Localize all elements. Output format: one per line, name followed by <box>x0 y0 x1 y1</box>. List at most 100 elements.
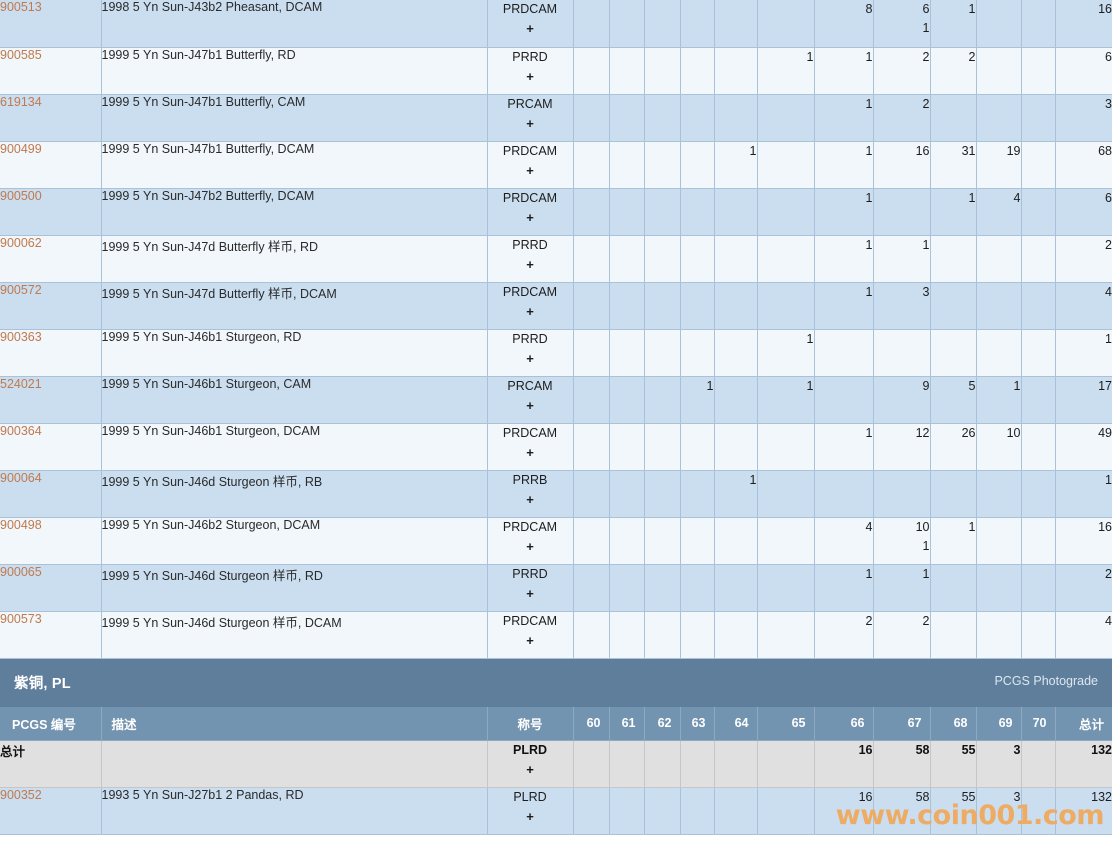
grade-66-cell: 1 <box>814 141 874 189</box>
grade-64-cell <box>714 94 758 142</box>
grade-61-cell <box>609 0 645 48</box>
column-header-pcgs-number[interactable]: PCGS 编号 <box>0 706 102 741</box>
grade-66-cell: 1 <box>814 423 874 471</box>
table-row[interactable]: 619134 1999 5 Yn Sun-J47b1 Butterfly, CA… <box>0 94 1112 142</box>
table-row[interactable]: 900364 1999 5 Yn Sun-J46b1 Sturgeon, DCA… <box>0 423 1112 471</box>
totals-grade-65 <box>757 740 815 788</box>
grade-70-cell <box>1021 611 1056 659</box>
grade-67-cell: 58 <box>873 787 931 835</box>
photograde-link[interactable]: PCGS Photograde <box>994 673 1098 688</box>
pcgs-number-link[interactable]: 900499 <box>0 141 102 189</box>
column-header-grade-60[interactable]: 60 <box>573 706 610 741</box>
grade-64-cell <box>714 235 758 283</box>
table-row[interactable]: 900499 1999 5 Yn Sun-J47b1 Butterfly, DC… <box>0 141 1112 189</box>
table-row[interactable]: 900572 1999 5 Yn Sun-J47d Butterfly 样币, … <box>0 282 1112 330</box>
grade-62-cell <box>644 423 681 471</box>
column-header-grade-65[interactable]: 65 <box>757 706 815 741</box>
pcgs-number-link[interactable]: 900064 <box>0 470 102 518</box>
column-header-grade-61[interactable]: 61 <box>609 706 645 741</box>
table-row[interactable]: 900498 1999 5 Yn Sun-J46b2 Sturgeon, DCA… <box>0 517 1112 565</box>
pcgs-number-link[interactable]: 900585 <box>0 47 102 95</box>
pcgs-number-link[interactable]: 524021 <box>0 376 102 424</box>
table-row[interactable]: 524021 1999 5 Yn Sun-J46b1 Sturgeon, CAM… <box>0 376 1112 424</box>
table-row[interactable]: 900500 1999 5 Yn Sun-J47b2 Butterfly, DC… <box>0 188 1112 236</box>
table-row[interactable]: 900363 1999 5 Yn Sun-J46b1 Sturgeon, RD … <box>0 329 1112 377</box>
column-header-designation[interactable]: 称号 <box>487 706 574 741</box>
plus-marker: + <box>526 585 534 601</box>
grade-63-cell <box>680 47 715 95</box>
grade-61-cell <box>609 94 645 142</box>
grade-66-cell: 8 <box>814 0 874 48</box>
coin-description: 1999 5 Yn Sun-J46d Sturgeon 样币, DCAM <box>101 611 488 659</box>
coin-description: 1999 5 Yn Sun-J47b1 Butterfly, RD <box>101 47 488 95</box>
totals-grade-67: 58 <box>873 740 931 788</box>
pcgs-number-link[interactable]: 900352 <box>0 787 102 835</box>
pcgs-number-link[interactable]: 619134 <box>0 94 102 142</box>
grade-65-cell <box>757 564 815 612</box>
column-header-description[interactable]: 描述 <box>101 706 488 741</box>
grade-61-cell <box>609 517 645 565</box>
designation-label: PRRD <box>512 237 548 252</box>
column-header-total[interactable]: 总计 <box>1055 706 1112 741</box>
grade-66-cell: 1 <box>814 564 874 612</box>
designation-cell: PRDCAM + <box>487 611 574 659</box>
plus-marker: + <box>526 303 534 319</box>
table-row[interactable]: 900513 1998 5 Yn Sun-J43b2 Pheasant, DCA… <box>0 0 1112 48</box>
pcgs-number-link[interactable]: 900062 <box>0 235 102 283</box>
grade-69-cell <box>976 329 1022 377</box>
grade-62-cell <box>644 376 681 424</box>
pcgs-number-link[interactable]: 900513 <box>0 0 102 48</box>
pcgs-number-link[interactable]: 900500 <box>0 188 102 236</box>
pcgs-number-link[interactable]: 900573 <box>0 611 102 659</box>
column-header-grade-69[interactable]: 69 <box>976 706 1022 741</box>
grade-64-cell <box>714 47 758 95</box>
designation-cell: PRDCAM + <box>487 282 574 330</box>
row-total-cell: 16 <box>1055 0 1112 48</box>
column-header-grade-67[interactable]: 67 <box>873 706 931 741</box>
table-row[interactable]: 900352 1993 5 Yn Sun-J27b1 2 Pandas, RD … <box>0 787 1112 835</box>
grade-62-cell <box>644 787 681 835</box>
table-row[interactable]: 900062 1999 5 Yn Sun-J47d Butterfly 样币, … <box>0 235 1112 283</box>
column-header-grade-70[interactable]: 70 <box>1021 706 1056 741</box>
grade-69-cell: 4 <box>976 188 1022 236</box>
column-header-grade-63[interactable]: 63 <box>680 706 715 741</box>
grade-67-cell: 10 1 <box>873 517 931 565</box>
grade-70-cell <box>1021 470 1056 518</box>
pcgs-number-link[interactable]: 900065 <box>0 564 102 612</box>
grade-66-cell: 1 <box>814 235 874 283</box>
plus-marker: + <box>526 21 534 37</box>
column-header-grade-68[interactable]: 68 <box>930 706 977 741</box>
pcgs-number-link[interactable]: 900498 <box>0 517 102 565</box>
pcgs-number-link[interactable]: 900572 <box>0 282 102 330</box>
grade-68-cell <box>930 470 977 518</box>
row-total-cell: 2 <box>1055 235 1112 283</box>
grade-60-cell <box>573 282 610 330</box>
column-header-grade-64[interactable]: 64 <box>714 706 758 741</box>
totals-description-spacer <box>101 740 488 788</box>
table-row[interactable]: 900573 1999 5 Yn Sun-J46d Sturgeon 样币, D… <box>0 611 1112 659</box>
grade-68-cell: 1 <box>930 0 977 48</box>
designation-label: PLRD <box>513 789 547 804</box>
table-row[interactable]: 900065 1999 5 Yn Sun-J46d Sturgeon 样币, R… <box>0 564 1112 612</box>
grade-65-cell <box>757 517 815 565</box>
grade-61-cell <box>609 235 645 283</box>
column-header-grade-62[interactable]: 62 <box>644 706 681 741</box>
coin-description: 1999 5 Yn Sun-J46b1 Sturgeon, CAM <box>101 376 488 424</box>
table-row[interactable]: 900585 1999 5 Yn Sun-J47b1 Butterfly, RD… <box>0 47 1112 95</box>
grade-63-cell <box>680 517 715 565</box>
grade-66-cell <box>814 470 874 518</box>
grade-68-cell: 2 <box>930 47 977 95</box>
grade-67-cell: 1 <box>873 564 931 612</box>
pcgs-number-link[interactable]: 900363 <box>0 329 102 377</box>
table-row[interactable]: 900064 1999 5 Yn Sun-J46d Sturgeon 样币, R… <box>0 470 1112 518</box>
designation-label: PRRD <box>512 331 548 346</box>
grade-62-cell <box>644 611 681 659</box>
designation-label: PRCAM <box>507 378 553 393</box>
plus-marker: + <box>526 162 534 178</box>
column-header-grade-66[interactable]: 66 <box>814 706 874 741</box>
grade-68-cell: 1 <box>930 188 977 236</box>
grade-69-cell <box>976 47 1022 95</box>
row-total-cell: 1 <box>1055 470 1112 518</box>
grade-60-cell <box>573 376 610 424</box>
pcgs-number-link[interactable]: 900364 <box>0 423 102 471</box>
